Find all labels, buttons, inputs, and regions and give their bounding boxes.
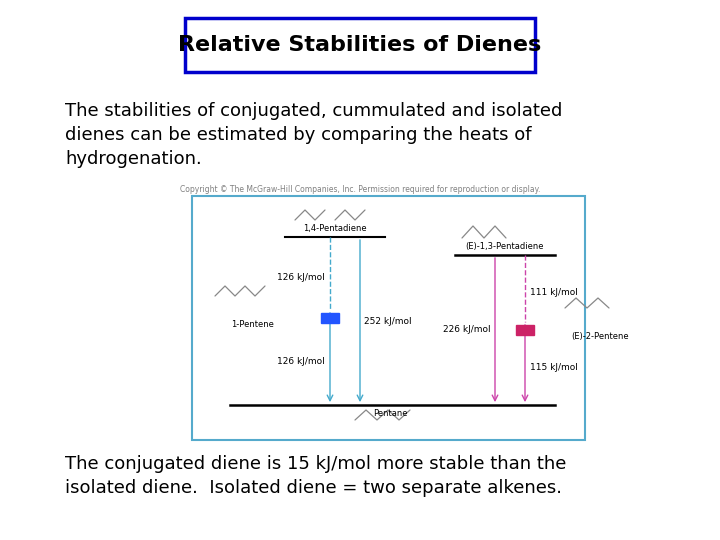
Text: hydrogenation.: hydrogenation. xyxy=(65,150,202,168)
Text: The conjugated diene is 15 kJ/mol more stable than the: The conjugated diene is 15 kJ/mol more s… xyxy=(65,455,567,473)
Text: Relative Stabilities of Dienes: Relative Stabilities of Dienes xyxy=(179,35,541,55)
Bar xyxy=(321,313,339,323)
Text: (E)-1,3-Pentadiene: (E)-1,3-Pentadiene xyxy=(466,242,544,251)
Text: 1-Pentene: 1-Pentene xyxy=(232,320,274,329)
Text: 115 kJ/mol: 115 kJ/mol xyxy=(530,363,578,372)
Text: Pentane: Pentane xyxy=(373,409,408,418)
Text: 126 kJ/mol: 126 kJ/mol xyxy=(277,357,325,366)
FancyBboxPatch shape xyxy=(185,18,535,72)
Text: (E)-2-Pentene: (E)-2-Pentene xyxy=(571,332,629,341)
Text: isolated diene.  Isolated diene = two separate alkenes.: isolated diene. Isolated diene = two sep… xyxy=(65,479,562,497)
Text: 226 kJ/mol: 226 kJ/mol xyxy=(444,326,491,334)
Text: 111 kJ/mol: 111 kJ/mol xyxy=(530,288,578,297)
Text: dienes can be estimated by comparing the heats of: dienes can be estimated by comparing the… xyxy=(65,126,531,144)
FancyBboxPatch shape xyxy=(192,196,585,440)
Text: 252 kJ/mol: 252 kJ/mol xyxy=(364,316,412,326)
Text: 1,4-Pentadiene: 1,4-Pentadiene xyxy=(303,224,366,233)
Bar xyxy=(516,325,534,335)
Text: The stabilities of conjugated, cummulated and isolated: The stabilities of conjugated, cummulate… xyxy=(65,102,562,120)
Text: Copyright © The McGraw-Hill Companies, Inc. Permission required for reproduction: Copyright © The McGraw-Hill Companies, I… xyxy=(180,185,540,194)
Text: 126 kJ/mol: 126 kJ/mol xyxy=(277,273,325,282)
